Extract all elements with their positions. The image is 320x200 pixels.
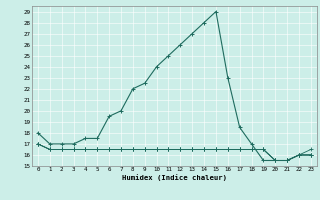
X-axis label: Humidex (Indice chaleur): Humidex (Indice chaleur): [122, 174, 227, 181]
